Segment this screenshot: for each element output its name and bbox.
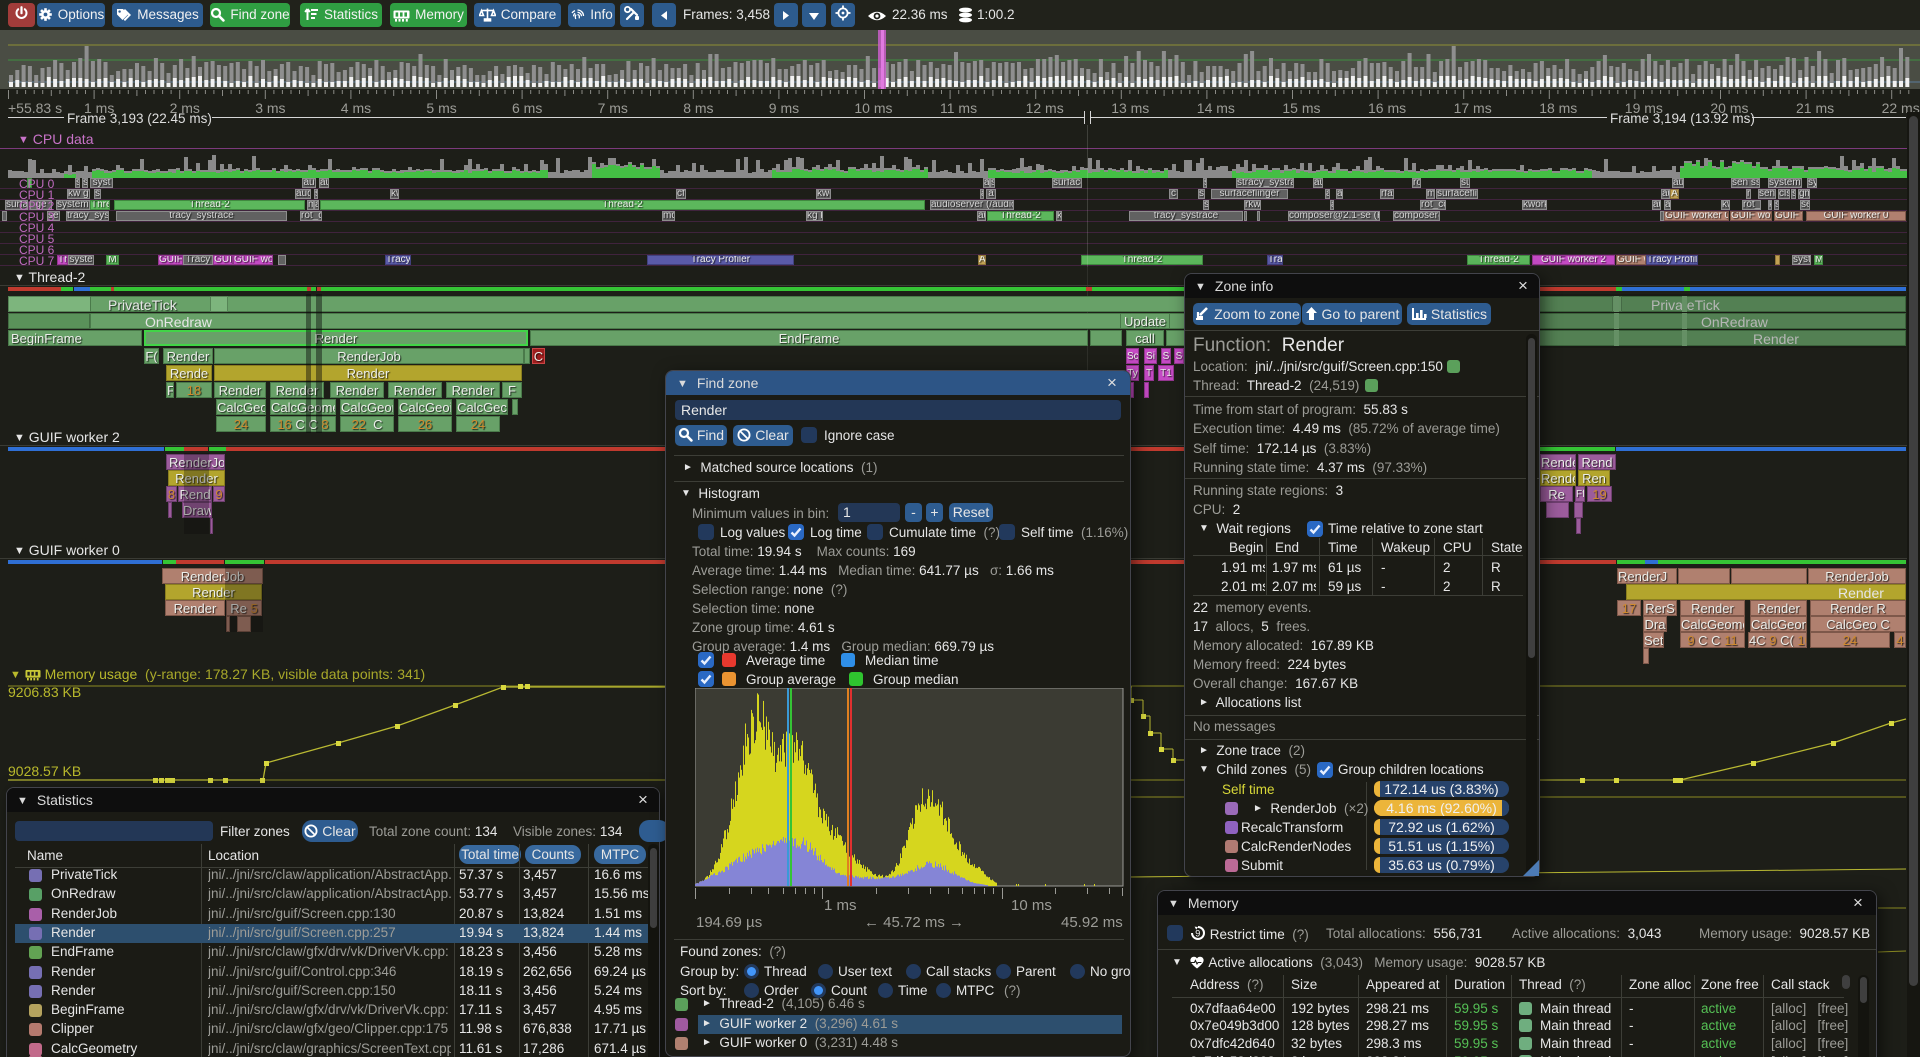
svg-text:9: 9 — [1195, 929, 1200, 939]
